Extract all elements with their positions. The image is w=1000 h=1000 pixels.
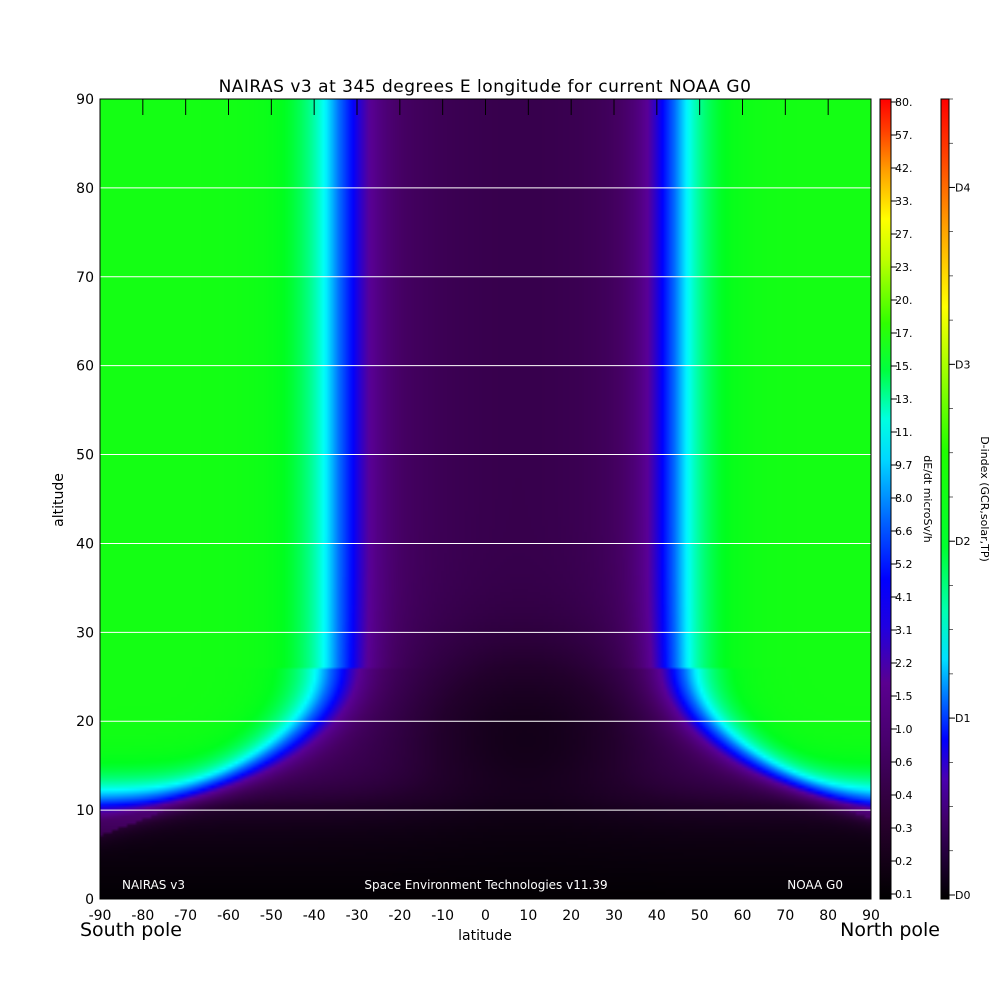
dindex-tick-label: D2 bbox=[955, 535, 970, 548]
annotation-center: Space Environment Technologies v11.39 bbox=[364, 878, 607, 892]
dose-tick-label: 42. bbox=[895, 162, 913, 175]
y-tick-label: 30 bbox=[76, 625, 94, 641]
x-tick-label: -70 bbox=[174, 908, 197, 924]
top-tick-marks bbox=[99, 99, 872, 115]
plot-area: NAIRAS v3 Space Environment Technologies… bbox=[99, 98, 872, 900]
dose-colorbar-ticks: 0.1 0.2 0.3 0.4 0.6 1.0 1.5 2.2 3.1 4.1 5.2 6.6 8.0 9… bbox=[891, 96, 913, 901]
dose-tick-label: 17. bbox=[895, 327, 913, 340]
dose-tick-label: 4.1 bbox=[895, 591, 913, 604]
dindex-colorbar-ramp bbox=[940, 98, 950, 900]
x-tick-label: 10 bbox=[519, 908, 537, 924]
dose-tick-label: 27. bbox=[895, 228, 913, 241]
dose-tick-label: 3.1 bbox=[895, 624, 913, 637]
x-tick-label: 30 bbox=[605, 908, 623, 924]
south-pole-label: South pole bbox=[80, 919, 182, 941]
dose-tick-label: 20. bbox=[895, 294, 913, 307]
dose-tick-label: 8.0 bbox=[895, 492, 913, 505]
y-tick-label: 20 bbox=[76, 714, 94, 730]
dose-tick-label: 9.7 bbox=[895, 459, 913, 472]
chart-title: NAIRAS v3 at 345 degrees E longitude for… bbox=[219, 77, 752, 97]
y-tick-label: 90 bbox=[76, 92, 94, 108]
dose-tick-label: 33. bbox=[895, 195, 913, 208]
north-pole-label: North pole bbox=[840, 919, 940, 941]
x-tick-label: -30 bbox=[346, 908, 369, 924]
dose-tick-label: 0.4 bbox=[895, 789, 913, 802]
dose-tick-label: 11. bbox=[895, 426, 913, 439]
x-tick-label: 20 bbox=[562, 908, 580, 924]
y-tick-labels: 0 10 20 30 40 50 60 70 80 90 bbox=[76, 92, 94, 908]
grid-lines bbox=[100, 187, 871, 811]
dose-tick-label: 1.5 bbox=[895, 690, 913, 703]
y-tick-label: 80 bbox=[76, 181, 94, 197]
dose-tick-label: 5.2 bbox=[895, 558, 913, 571]
dindex-tick-label: D0 bbox=[955, 889, 970, 902]
y-tick-label: 0 bbox=[85, 892, 94, 908]
x-tick-label: -60 bbox=[217, 908, 240, 924]
y-tick-label: 40 bbox=[76, 536, 94, 552]
dose-colorbar-ramp bbox=[879, 98, 892, 900]
dose-colorbar: 0.1 0.2 0.3 0.4 0.6 1.0 1.5 2.2 3.1 4.1 5.2 6.6 8.0 9… bbox=[879, 96, 934, 901]
dindex-tick-label: D1 bbox=[955, 712, 970, 725]
y-tick-label: 60 bbox=[76, 359, 94, 375]
x-tick-label: 70 bbox=[776, 908, 794, 924]
x-tick-label: -90 bbox=[89, 908, 112, 924]
x-tick-label: 0 bbox=[481, 908, 490, 924]
dose-tick-label: 0.6 bbox=[895, 756, 913, 769]
x-tick-labels: -90 -80 -70 -60 -50 -40 -30 -20 -10 0 10 20 30 40 50 60… bbox=[89, 908, 880, 924]
x-tick-label: 80 bbox=[819, 908, 837, 924]
y-axis-label: altitude bbox=[51, 473, 67, 527]
dose-colorbar-label: dE/dt microSv/h bbox=[921, 455, 934, 542]
x-tick-label: 40 bbox=[648, 908, 666, 924]
dindex-colorbar: D0 D1 D2 D3 D4 D-index (GCR,solar,TP) bbox=[940, 98, 991, 902]
dose-tick-label: 13. bbox=[895, 393, 913, 406]
x-tick-label: -10 bbox=[431, 908, 454, 924]
x-axis-label: latitude bbox=[458, 928, 512, 944]
dose-tick-label: 80. bbox=[895, 96, 913, 109]
dose-tick-label: 6.6 bbox=[895, 525, 913, 538]
annotation-left: NAIRAS v3 bbox=[122, 878, 185, 892]
x-tick-label: 60 bbox=[734, 908, 752, 924]
x-tick-label: -20 bbox=[388, 908, 411, 924]
dose-tick-label: 57. bbox=[895, 129, 913, 142]
y-tick-label: 50 bbox=[76, 448, 94, 464]
x-tick-label: 90 bbox=[862, 908, 880, 924]
dose-tick-label: 0.2 bbox=[895, 855, 913, 868]
dose-tick-label: 15. bbox=[895, 360, 913, 373]
dindex-colorbar-ticks: D0 D1 D2 D3 D4 bbox=[949, 98, 970, 902]
x-tick-label: -40 bbox=[303, 908, 326, 924]
dose-tick-label: 0.1 bbox=[895, 888, 913, 901]
annotation-right: NOAA G0 bbox=[787, 878, 843, 892]
heatmap-field bbox=[100, 99, 871, 899]
dose-tick-label: 0.3 bbox=[895, 822, 913, 835]
y-tick-label: 10 bbox=[76, 803, 94, 819]
dose-tick-label: 2.2 bbox=[895, 657, 913, 670]
x-tick-label: -80 bbox=[131, 908, 154, 924]
dindex-tick-label: D3 bbox=[955, 358, 970, 371]
y-tick-label: 70 bbox=[76, 270, 94, 286]
dindex-colorbar-label: D-index (GCR,solar,TP) bbox=[978, 436, 991, 562]
dindex-tick-label: D4 bbox=[955, 181, 970, 194]
x-tick-label: 50 bbox=[691, 908, 709, 924]
x-tick-label: -50 bbox=[260, 908, 283, 924]
dose-tick-label: 23. bbox=[895, 261, 913, 274]
dose-tick-label: 1.0 bbox=[895, 723, 913, 736]
